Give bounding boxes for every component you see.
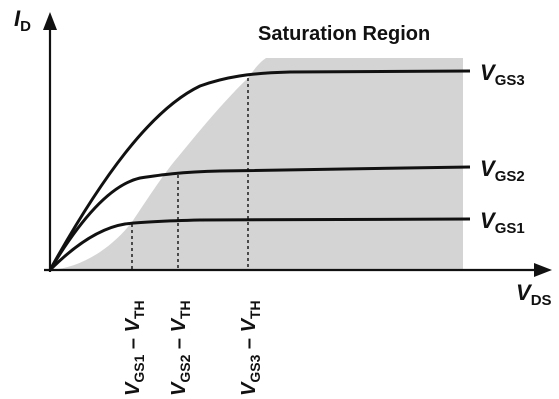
saturation-region-area: [50, 58, 463, 270]
y-axis-label: ID: [14, 6, 31, 35]
curve-label-vgs3: VGS3: [480, 60, 525, 89]
curve-vgs1: [48, 217, 471, 272]
x-axis-arrow-icon: [534, 263, 552, 277]
curve-label-vgs1: VGS1: [480, 208, 525, 237]
threshold-label-gs1: VGS1 – VTH: [122, 300, 147, 396]
saturation-region-title: Saturation Region: [258, 23, 430, 45]
curve-label-vgs2: VGS2: [480, 156, 525, 185]
y-axis-arrow-icon: [43, 12, 57, 30]
x-axis-label: VDS: [516, 280, 552, 309]
curve-vgs2: [48, 165, 471, 271]
threshold-label-gs3: VGS3 – VTH: [238, 300, 263, 396]
threshold-label-gs2: VGS2 – VTH: [168, 300, 193, 396]
curve-vgs3: [48, 69, 471, 271]
